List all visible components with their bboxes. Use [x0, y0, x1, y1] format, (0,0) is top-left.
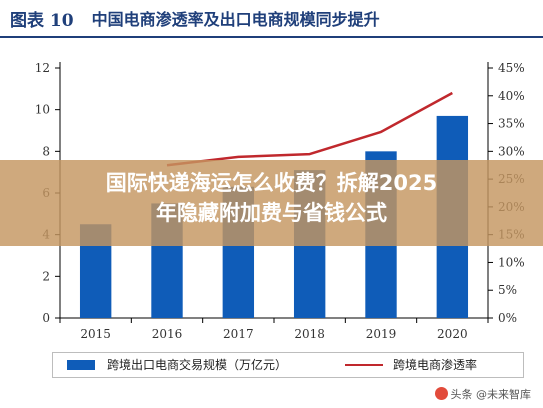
chart-title: 中国电商渗透率及出口电商规模同步提升: [91, 10, 380, 29]
figure-header: 图表 10 中国电商渗透率及出口电商规模同步提升: [0, 0, 543, 38]
y2-tick-label: 0%: [498, 311, 517, 325]
y-tick-label: 12: [35, 61, 50, 75]
overlay-line-1: 国际快递海运怎么收费？拆解2025: [105, 171, 438, 195]
legend-bar-label: 跨境出口电商交易规模（万亿元）: [107, 358, 288, 372]
x-tick-label: 2018: [294, 327, 325, 341]
y-tick-label: 2: [42, 269, 50, 283]
overlay-headline[interactable]: 国际快递海运怎么收费？拆解2025 年隐藏附加费与省钱公式: [0, 168, 543, 228]
y-tick-label: 8: [42, 144, 50, 158]
overlay-line-2: 年隐藏附加费与省钱公式: [156, 201, 387, 225]
y2-tick-label: 40%: [498, 89, 525, 103]
chart-legend: 跨境出口电商交易规模（万亿元） 跨境电商渗透率: [52, 352, 524, 378]
source-watermark: 头条 @未来智库: [434, 386, 532, 402]
legend-line-label: 跨境电商渗透率: [393, 358, 478, 372]
x-tick-label: 2017: [223, 327, 254, 341]
legend-line-swatch: [345, 364, 383, 366]
y2-tick-label: 5%: [498, 283, 517, 297]
watermark-text: 头条 @未来智库: [450, 388, 532, 401]
legend-bar-swatch: [67, 360, 95, 370]
figure-label: 图表 10: [10, 10, 74, 31]
x-tick-label: 2019: [366, 327, 397, 341]
y2-tick-label: 10%: [498, 255, 525, 269]
y2-tick-label: 45%: [498, 61, 525, 75]
y2-tick-label: 35%: [498, 117, 525, 131]
line-series: [166, 91, 453, 167]
y2-tick-label: 30%: [498, 144, 525, 158]
toutiao-logo-icon: [434, 387, 448, 400]
x-tick-label: 2020: [437, 327, 468, 341]
y-tick-label: 10: [35, 103, 50, 117]
overlay-banner: [0, 160, 543, 246]
y-tick-label: 0: [42, 311, 50, 325]
x-tick-label: 2016: [152, 327, 183, 341]
x-tick-label: 2015: [80, 327, 111, 341]
